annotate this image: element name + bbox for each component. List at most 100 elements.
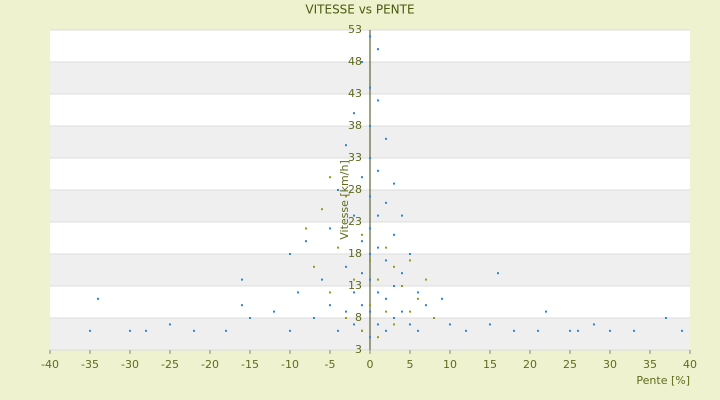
point [369, 35, 371, 38]
point [345, 310, 347, 313]
point [401, 272, 403, 275]
point [377, 291, 379, 294]
x-tick-label: 25 [563, 358, 577, 371]
point [417, 297, 419, 300]
x-tick-label: -5 [325, 358, 336, 371]
point [305, 227, 307, 230]
x-tick-label: 35 [643, 358, 657, 371]
point [329, 176, 331, 179]
point [249, 317, 251, 319]
point [593, 323, 595, 326]
point [97, 297, 99, 300]
point [377, 278, 379, 281]
point [385, 201, 387, 204]
y-axis-title: Vitesse [km/h] [338, 160, 351, 240]
point [569, 329, 571, 332]
point [393, 285, 395, 287]
point [377, 336, 379, 339]
point [369, 157, 371, 159]
point [353, 214, 355, 217]
x-tick-label: 40 [683, 358, 697, 371]
point [329, 227, 331, 230]
point [337, 246, 339, 249]
point [417, 291, 419, 294]
point [241, 278, 243, 281]
point [329, 291, 331, 294]
point [89, 329, 91, 332]
point [633, 329, 635, 332]
point [369, 310, 371, 313]
point [385, 259, 387, 262]
x-tick-label: -35 [81, 358, 99, 371]
point [297, 291, 299, 294]
point [193, 329, 195, 332]
point [241, 304, 243, 307]
x-tick-label: 5 [407, 358, 414, 371]
point [345, 317, 347, 319]
x-tick-label: 15 [483, 358, 497, 371]
point [409, 323, 411, 326]
point [353, 323, 355, 326]
point [665, 317, 667, 319]
point [377, 48, 379, 51]
point [305, 240, 307, 243]
point [329, 304, 331, 307]
point [409, 310, 411, 313]
point [369, 125, 371, 127]
point [385, 297, 387, 300]
point [393, 323, 395, 326]
point [145, 329, 147, 332]
x-tick-label: 0 [367, 358, 374, 371]
point [169, 323, 171, 326]
y-tick-label: 13 [348, 279, 362, 292]
point [353, 112, 355, 115]
point [401, 214, 403, 217]
point [425, 304, 427, 307]
point [369, 86, 371, 89]
point [377, 323, 379, 326]
y-tick-label: 8 [355, 311, 362, 324]
point [417, 329, 419, 332]
x-tick-label: 10 [443, 358, 457, 371]
point [369, 336, 371, 339]
point [337, 329, 339, 332]
point [681, 329, 683, 332]
point [545, 310, 547, 313]
point [377, 246, 379, 249]
point [337, 189, 339, 191]
point [393, 182, 395, 185]
point [369, 278, 371, 281]
point [321, 208, 323, 211]
x-tick-label: -40 [41, 358, 59, 371]
y-tick-label: 38 [348, 119, 362, 132]
point [369, 195, 371, 198]
x-tick-label: -15 [241, 358, 259, 371]
y-tick-label: 53 [348, 23, 362, 36]
x-tick-label: -25 [161, 358, 179, 371]
point [489, 323, 491, 326]
point [345, 144, 347, 147]
point [409, 259, 411, 262]
point [369, 227, 371, 230]
point [449, 323, 451, 326]
point [433, 317, 435, 319]
chart-title: VITESSE vs PENTE [305, 3, 414, 17]
point [313, 265, 315, 268]
point [393, 233, 395, 236]
y-tick-label: 23 [348, 215, 362, 228]
point [369, 304, 371, 307]
point [361, 233, 363, 236]
point [361, 329, 363, 332]
point [609, 329, 611, 332]
point [385, 310, 387, 313]
point [345, 195, 347, 198]
point [361, 61, 363, 63]
point [441, 297, 443, 300]
y-tick-label: 18 [348, 247, 362, 260]
point [537, 329, 539, 332]
point [369, 259, 371, 262]
point [289, 329, 291, 332]
x-tick-label: 30 [603, 358, 617, 371]
point [345, 265, 347, 268]
